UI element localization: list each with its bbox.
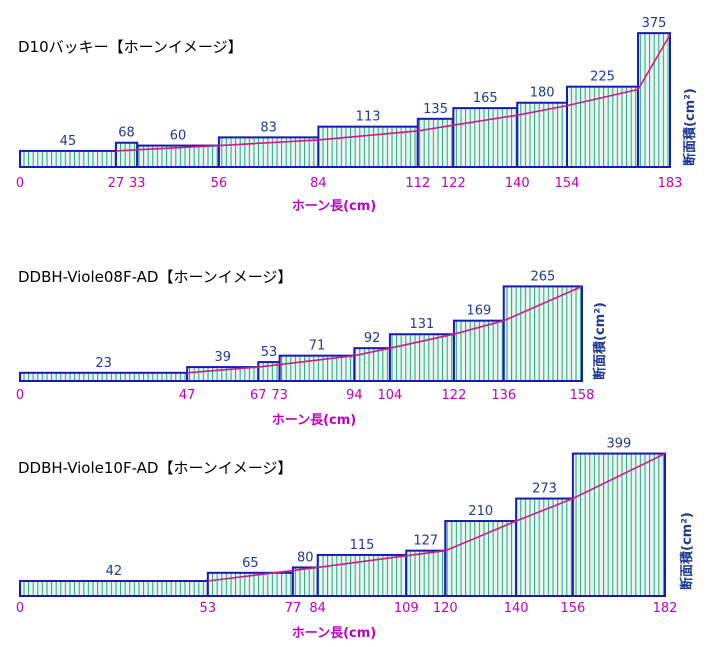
horn-section-bar — [565, 85, 640, 168]
x-tick-label: 56 — [211, 176, 228, 191]
horn-section-bar — [19, 580, 209, 597]
x-tick-label: 112 — [405, 176, 430, 191]
horn-section-bar — [444, 520, 518, 598]
x-tick-label: 77 — [285, 601, 302, 616]
section-value-label: 113 — [356, 110, 381, 125]
section-value-label: 131 — [410, 317, 435, 332]
x-tick-label: 182 — [653, 601, 678, 616]
horn-profile-line — [207, 452, 666, 582]
section-value-label: 180 — [530, 86, 555, 101]
chart-title: D10バッキー【ホーンイメージ】 — [18, 38, 243, 56]
horn-section-bar — [516, 101, 568, 168]
horn-profile-line — [187, 285, 583, 374]
section-value-label: 115 — [350, 538, 375, 553]
chart-ddbh-viole10f-ad: DDBH-Viole10F-AD【ホーンイメージ】 42 65 80 115 127 21… — [16, 437, 695, 641]
section-value-label: 71 — [309, 339, 326, 354]
chart-ddbh-viole08f-ad: DDBH-Viole08F-AD【ホーンイメージ】 23 39 53 71 92 131 1… — [16, 268, 608, 428]
x-tick-label: 122 — [441, 176, 466, 191]
section-value-label: 210 — [468, 504, 493, 519]
chart-d10-backy: D10バッキー【ホーンイメージ】 45 68 60 83 113 135 165 180 225… — [16, 16, 698, 214]
chart-title: DDBH-Viole08F-AD【ホーンイメージ】 — [18, 268, 292, 286]
x-tick-label: 0 — [16, 388, 24, 403]
x-tick-label: 156 — [560, 601, 585, 616]
x-tick-label: 120 — [433, 601, 458, 616]
x-tick-label: 136 — [491, 388, 516, 403]
plot-area: 23 39 53 71 92 131 169 265 0 47 67 73 94 104 122 136 158 — [16, 269, 595, 403]
section-value-label: 375 — [642, 16, 667, 31]
plot-area: 42 65 80 115 127 210 273 399 0 53 77 84 109 120 140 156… — [16, 437, 678, 616]
x-tick-label: 104 — [378, 388, 403, 403]
x-tick-label: 84 — [310, 176, 327, 191]
chart-title: DDBH-Viole10F-AD【ホーンイメージ】 — [18, 459, 292, 477]
horn-section-bar — [452, 107, 519, 168]
x-axis-label: ホーン長(cm) — [272, 413, 357, 428]
horn-section-bar — [19, 371, 189, 383]
section-value-label: 45 — [60, 134, 77, 149]
horn-section-bar — [317, 125, 419, 168]
x-tick-label: 33 — [129, 176, 146, 191]
x-tick-label: 67 — [250, 388, 267, 403]
section-value-label: 23 — [95, 356, 112, 371]
horn-section-bar — [502, 285, 583, 382]
x-tick-label: 109 — [394, 601, 419, 616]
x-tick-label: 158 — [570, 388, 595, 403]
x-tick-label: 140 — [505, 176, 530, 191]
horn-profile-line — [115, 34, 671, 152]
horn-section-bar — [405, 549, 447, 598]
section-value-label: 42 — [106, 564, 123, 579]
y-axis-label: 断面積(cm²) — [682, 88, 698, 166]
section-value-label: 65 — [242, 556, 259, 571]
horn-section-bar — [217, 136, 320, 169]
x-tick-label: 27 — [108, 176, 125, 191]
section-value-label: 92 — [364, 331, 381, 346]
section-value-label: 165 — [473, 91, 498, 106]
section-value-label: 169 — [466, 304, 491, 319]
x-tick-label: 140 — [504, 601, 529, 616]
horn-section-bar — [19, 149, 117, 168]
section-value-label: 225 — [590, 70, 615, 85]
x-axis-label: ホーン長(cm) — [292, 626, 377, 641]
horn-section-bar — [515, 497, 574, 597]
horn-section-bar — [291, 566, 319, 598]
section-value-label: 53 — [261, 345, 278, 360]
horn-section-bar — [452, 319, 505, 382]
section-value-label: 39 — [214, 350, 231, 365]
x-tick-label: 183 — [658, 176, 683, 191]
y-axis-label: 断面積(cm²) — [592, 302, 608, 380]
x-tick-label: 122 — [442, 388, 467, 403]
horn-section-bar — [114, 141, 139, 168]
section-value-label: 273 — [532, 482, 557, 497]
horn-section-bar — [637, 32, 671, 168]
x-tick-label: 53 — [200, 601, 217, 616]
plot-area: 45 68 60 83 113 135 165 180 225 375 0 27 33 56 84 112 12… — [16, 16, 683, 191]
x-tick-label: 47 — [179, 388, 196, 403]
section-value-label: 127 — [413, 534, 438, 549]
horn-section-bar — [353, 347, 391, 383]
section-value-label: 80 — [297, 550, 314, 565]
x-tick-label: 73 — [271, 388, 288, 403]
section-value-label: 399 — [607, 437, 632, 452]
horn-section-bar — [571, 452, 666, 597]
section-value-label: 83 — [260, 120, 277, 135]
section-value-label: 135 — [423, 102, 448, 117]
section-value-label: 60 — [170, 129, 187, 144]
section-value-label: 265 — [530, 269, 555, 284]
x-tick-label: 0 — [16, 176, 24, 191]
horn-section-bar — [388, 333, 455, 382]
x-tick-label: 0 — [16, 601, 24, 616]
y-axis-label: 断面積(cm²) — [679, 512, 695, 590]
section-value-label: 68 — [118, 126, 135, 141]
x-axis-label: ホーン長(cm) — [292, 199, 377, 214]
x-tick-label: 94 — [346, 388, 363, 403]
x-tick-label: 84 — [309, 601, 326, 616]
x-tick-label: 154 — [555, 176, 580, 191]
